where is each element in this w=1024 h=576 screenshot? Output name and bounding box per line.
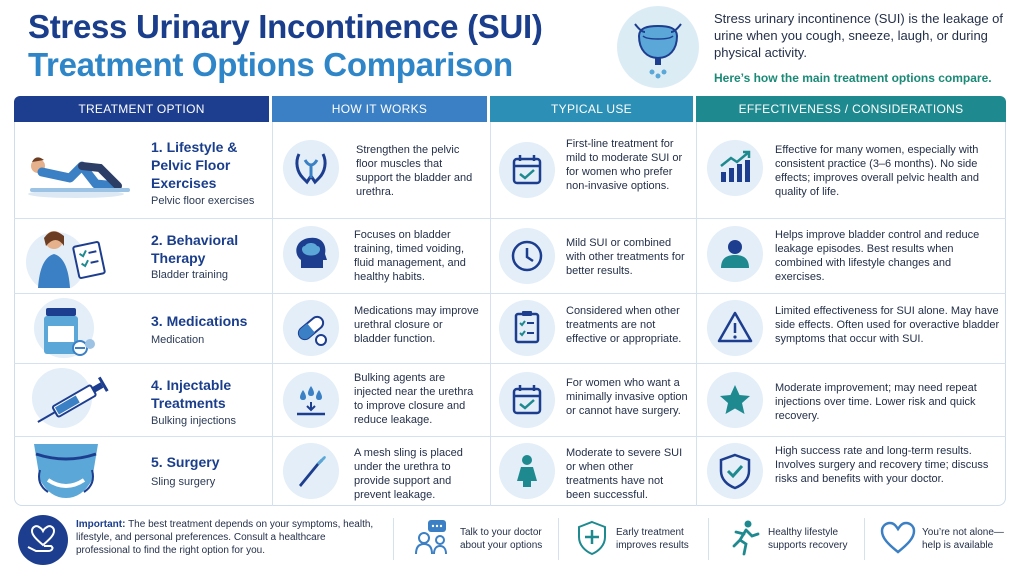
title-line-1: Stress Urinary Incontinence (SUI) xyxy=(28,8,543,45)
footer-item-line: Healthy lifestyle xyxy=(768,527,839,538)
option-name-line: 2. Behavioral xyxy=(151,232,239,248)
heart-outline-icon xyxy=(878,518,918,558)
option-name-surgery: 5. Surgery xyxy=(151,453,269,471)
pelvic-muscle-icon xyxy=(283,140,339,196)
title-line-2: Treatment Options Comparison xyxy=(28,46,513,83)
option-name-line: Therapy xyxy=(151,250,206,266)
how-it-works-text: Strengthen the pelvic floor muscles that… xyxy=(356,144,473,198)
option-subtitle: Medication xyxy=(151,334,205,346)
intro-text: Stress urinary incontinence (SUI) is the… xyxy=(714,11,1004,60)
typical-use-text: For women who want a minimally invasive … xyxy=(566,377,688,417)
typical-use-text: First-line treatment for mild to moderat… xyxy=(566,138,683,192)
row-divider xyxy=(14,436,1006,437)
column-divider xyxy=(272,122,273,506)
typical-use-text: Considered when other treatments are not… xyxy=(566,305,682,345)
syringe-illustration xyxy=(26,368,122,430)
footer-divider xyxy=(708,518,709,560)
page-title: Stress Urinary Incontinence (SUI) Treatm… xyxy=(28,8,608,84)
effectiveness-text: High success rate and long-term results.… xyxy=(775,445,989,485)
calendar-check-icon xyxy=(499,372,555,428)
effectiveness-text: Effective for many women, especially wit… xyxy=(775,144,980,198)
option-subtitle: Pelvic floor exercises xyxy=(151,195,255,207)
option-name-line: Pelvic Floor xyxy=(151,157,231,173)
footer-item-healthy-lifestyle: Healthy lifestyle supports recovery xyxy=(768,526,847,552)
how-it-works-text: Focuses on bladder training, timed voidi… xyxy=(354,229,466,283)
footer-item-line: about your options xyxy=(460,540,543,551)
option-name-medications: 3. Medications xyxy=(151,312,269,330)
person-icon xyxy=(707,226,763,282)
running-person-icon xyxy=(724,518,764,558)
footer-item-not-alone: You’re not alone— help is available xyxy=(922,526,1004,552)
pelvis-sling-illustration xyxy=(26,440,122,502)
warning-triangle-icon xyxy=(707,300,763,356)
option-subtitle: Sling surgery xyxy=(151,476,216,488)
star-icon xyxy=(707,372,763,428)
option-subtitle: Bladder training xyxy=(151,269,229,281)
row-divider xyxy=(14,293,1006,294)
heart-hand-icon xyxy=(18,515,68,565)
footer-item-line: You’re not alone— xyxy=(922,527,1004,538)
woman-figure-icon xyxy=(499,443,555,499)
clipboard-list-icon xyxy=(499,300,555,356)
footer-item-line: help is available xyxy=(922,540,994,551)
footer-divider xyxy=(558,518,559,560)
effectiveness-text: Limited effectiveness for SUI alone. May… xyxy=(775,305,1000,345)
droplets-icon xyxy=(283,372,339,428)
footer-item-line: improves results xyxy=(616,540,689,551)
option-name-line: 3. Medications xyxy=(151,313,248,329)
comparison-table xyxy=(14,122,1006,506)
intro-highlight: Here’s how the main treatment options co… xyxy=(714,71,992,85)
shield-plus-icon xyxy=(572,518,612,558)
effectiveness-text: Moderate improvement; may need repeat in… xyxy=(775,382,977,422)
woman-exercising-illustration xyxy=(26,138,130,200)
important-text: The best treatment depends on your sympt… xyxy=(76,519,374,556)
how-it-works-text: Bulking agents are injected near the ure… xyxy=(354,372,474,426)
column-header-effectiveness: EFFECTIVENESS / CONSIDERATIONS xyxy=(696,96,1006,122)
growth-chart-icon xyxy=(707,140,763,196)
footer-item-talk-doctor: Talk to your doctor about your options xyxy=(460,526,542,552)
pill-bottle-illustration xyxy=(26,298,122,360)
option-name-line: 4. Injectable xyxy=(151,377,232,393)
row-divider xyxy=(14,363,1006,364)
woman-clipboard-illustration xyxy=(26,222,122,288)
row-divider xyxy=(14,218,1006,219)
option-name-lifestyle: 1. Lifestyle & Pelvic Floor Exercises xyxy=(151,138,269,192)
column-header-treatment-option: TREATMENT OPTION xyxy=(14,96,269,122)
capsule-icon xyxy=(283,300,339,356)
shield-check-icon xyxy=(707,443,763,499)
clock-icon xyxy=(499,228,555,284)
footer-divider xyxy=(864,518,865,560)
option-name-line: Treatments xyxy=(151,395,226,411)
typical-use-text: Moderate to severe SUI or when other tre… xyxy=(566,447,683,501)
footer-item-line: Talk to your doctor xyxy=(460,527,542,538)
option-name-injectable: 4. Injectable Treatments xyxy=(151,376,269,412)
column-divider xyxy=(490,122,491,506)
column-divider xyxy=(696,122,697,506)
effectiveness-text: Helps improve bladder control and reduce… xyxy=(775,229,980,283)
footer-item-line: supports recovery xyxy=(768,540,848,551)
scalpel-icon xyxy=(283,443,339,499)
important-note: Important: The best treatment depends on… xyxy=(76,518,376,557)
option-name-behavioral: 2. Behavioral Therapy xyxy=(151,231,269,267)
calendar-check-icon xyxy=(499,142,555,198)
brain-head-icon xyxy=(283,226,339,282)
option-subtitle: Bulking injections xyxy=(151,415,236,427)
important-label: Important: xyxy=(76,519,126,530)
footer-item-early-treatment: Early treatment improves results xyxy=(616,526,689,552)
how-it-works-text: Medications may improve urethral closure… xyxy=(354,305,479,345)
how-it-works-text: A mesh sling is placed under the urethra… xyxy=(354,447,463,501)
doctor-chat-icon xyxy=(412,518,452,558)
option-name-line: 5. Surgery xyxy=(151,454,220,470)
footer-item-line: Early treatment xyxy=(616,527,684,538)
option-name-line: Exercises xyxy=(151,175,217,191)
option-name-line: 1. Lifestyle & xyxy=(151,139,238,155)
column-header-typical-use: TYPICAL USE xyxy=(490,96,693,122)
footer-divider xyxy=(393,518,394,560)
column-header-how-it-works: HOW IT WORKS xyxy=(272,96,487,122)
bladder-icon xyxy=(617,6,699,88)
typical-use-text: Mild SUI or combined with other treatmen… xyxy=(566,237,685,277)
